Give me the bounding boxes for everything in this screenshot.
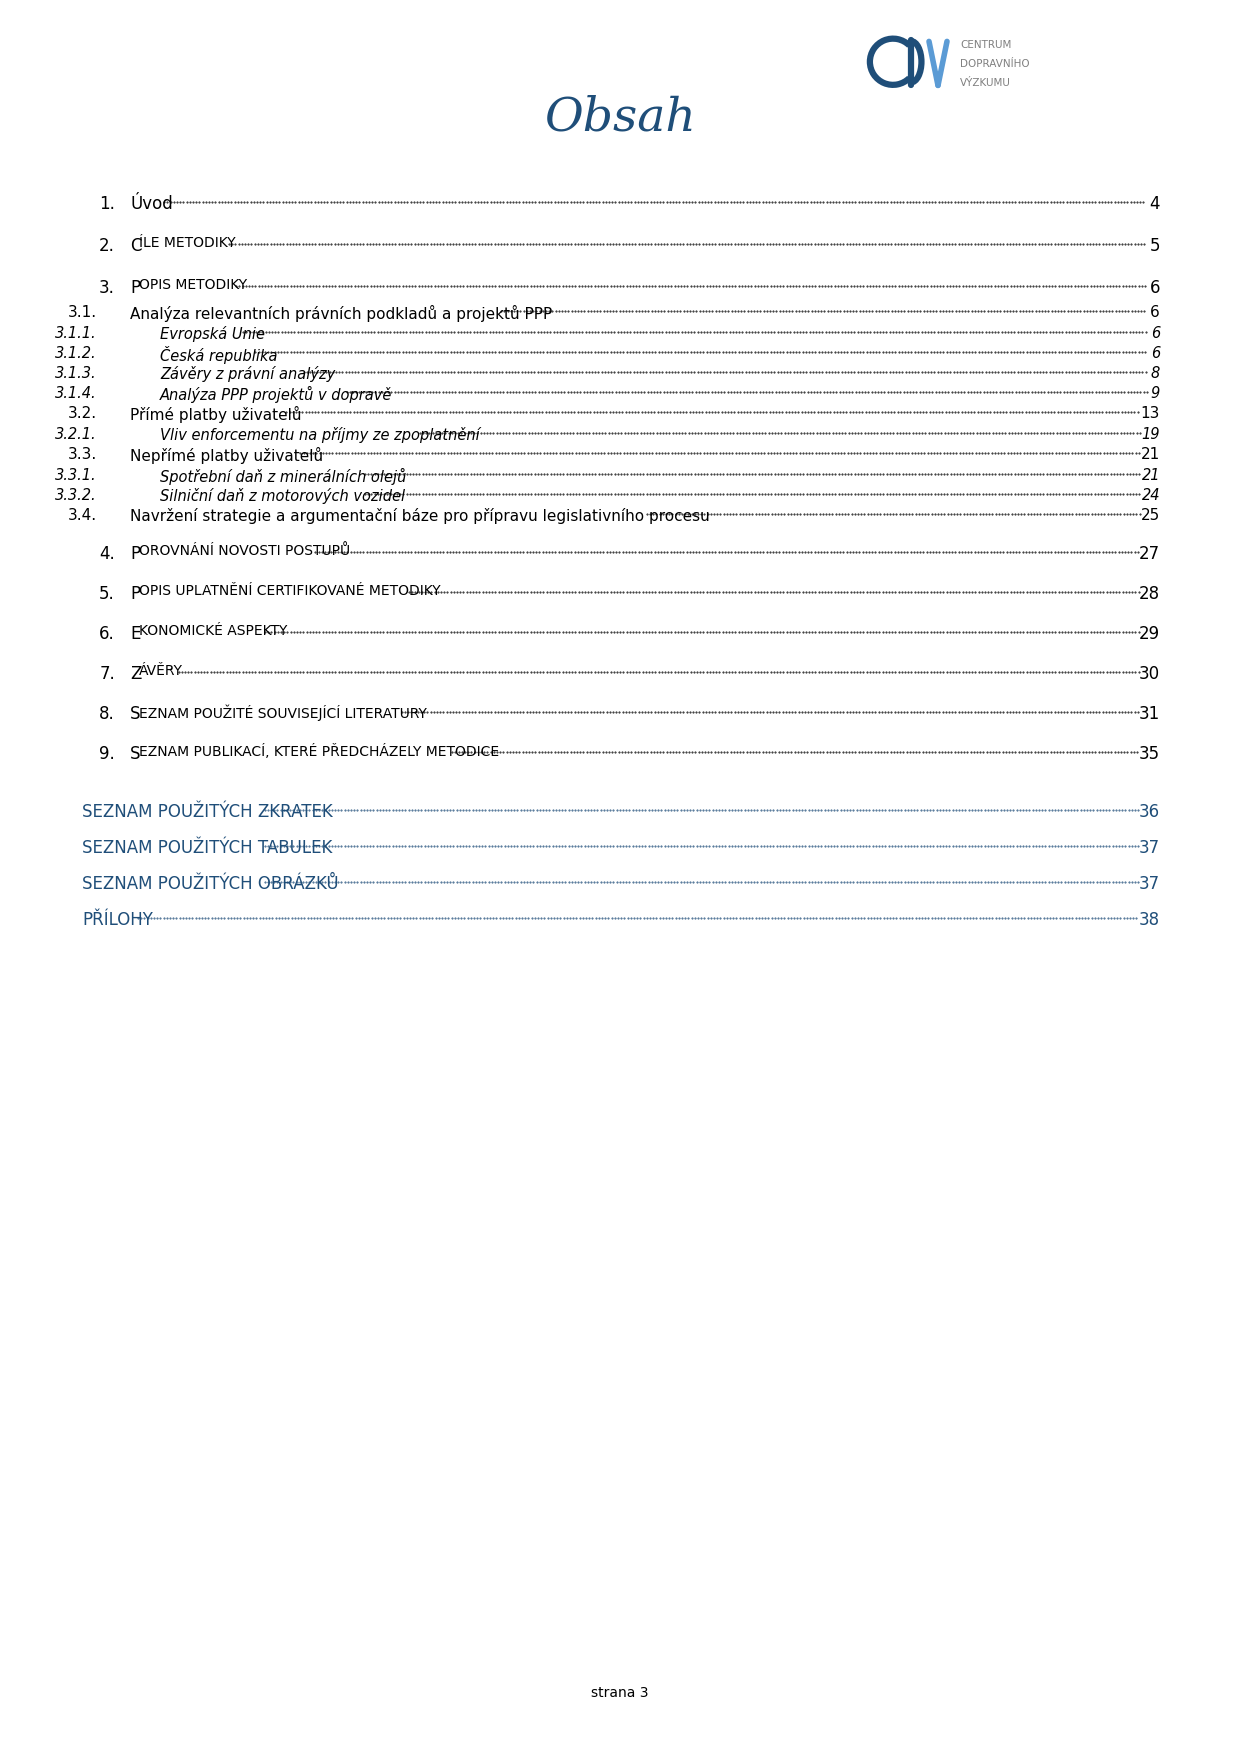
Text: 37: 37	[1139, 839, 1160, 856]
Text: Evropská Unie: Evropská Unie	[160, 326, 266, 342]
Text: 4: 4	[1149, 195, 1160, 212]
Text: SEZNAM POUŽITÝCH OBRÁZKŮ: SEZNAM POUŽITÝCH OBRÁZKŮ	[82, 876, 339, 893]
Text: 30: 30	[1139, 665, 1160, 683]
Text: 9.: 9.	[99, 746, 115, 763]
Text: 3.3.2.: 3.3.2.	[56, 488, 97, 504]
Text: 1.: 1.	[99, 195, 115, 212]
Text: 21: 21	[1142, 469, 1160, 483]
Text: Obsah: Obsah	[544, 95, 696, 140]
Text: 5: 5	[1149, 237, 1160, 254]
Text: 3.2.1.: 3.2.1.	[56, 426, 97, 442]
Text: 3.1.: 3.1.	[68, 305, 97, 319]
Text: 27: 27	[1139, 546, 1160, 563]
Text: OPIS METODIKY: OPIS METODIKY	[139, 277, 247, 291]
Text: 3.3.1.: 3.3.1.	[56, 469, 97, 483]
Text: 3.1.3.: 3.1.3.	[56, 367, 97, 381]
Text: ÍLE METODIKY: ÍLE METODIKY	[139, 235, 236, 249]
Text: Přímé platby uživatelů: Přímé platby uživatelů	[130, 405, 302, 423]
Text: CENTRUM: CENTRUM	[961, 40, 1011, 51]
Text: EZNAM POUŽITÉ SOUVISEJÍCÍ LITERATURY: EZNAM POUŽITÉ SOUVISEJÍCÍ LITERATURY	[139, 704, 427, 721]
Text: 5.: 5.	[99, 584, 115, 604]
Text: 3.1.2.: 3.1.2.	[56, 346, 97, 362]
Text: 6: 6	[1150, 326, 1160, 340]
Text: VÝZKUMU: VÝZKUMU	[961, 77, 1011, 88]
Text: Závěry z právní analýzy: Závěry z právní analýzy	[160, 367, 335, 383]
Text: KONOMICKÉ ASPEKTY: KONOMICKÉ ASPEKTY	[139, 625, 287, 639]
Text: 6: 6	[1149, 279, 1160, 297]
Text: Vliv enforcementu na příjmy ze zpoplatnění: Vliv enforcementu na příjmy ze zpoplatně…	[160, 426, 480, 442]
Text: ÁVĚRY: ÁVĚRY	[139, 663, 182, 677]
Text: Analýza relevantních právních podkladů a projektů PPP: Analýza relevantních právních podkladů a…	[130, 305, 552, 321]
Text: 37: 37	[1139, 876, 1160, 893]
Text: 3.3.: 3.3.	[68, 448, 97, 462]
Text: 2.: 2.	[99, 237, 115, 254]
Text: P: P	[130, 584, 140, 604]
Text: 38: 38	[1139, 911, 1160, 928]
Text: 29: 29	[1139, 625, 1160, 642]
Text: 8.: 8.	[99, 706, 115, 723]
Text: Spotřební daň z minerálních olejů: Spotřební daň z minerálních olejů	[160, 469, 406, 484]
Text: 35: 35	[1139, 746, 1160, 763]
Text: EZNAM PUBLIKACÍ, KTERÉ PŘEDCHÁZELY METODICE: EZNAM PUBLIKACÍ, KTERÉ PŘEDCHÁZELY METOD…	[139, 744, 499, 758]
Text: 6.: 6.	[99, 625, 115, 642]
Text: PŘÍLOHY: PŘÍLOHY	[82, 911, 153, 928]
Text: 4.: 4.	[99, 546, 115, 563]
Text: Navržení strategie a argumentační báze pro přípravu legislativního procesu: Navržení strategie a argumentační báze p…	[130, 507, 710, 525]
Text: Z: Z	[130, 665, 141, 683]
Text: 9: 9	[1150, 386, 1160, 400]
Text: Analýza PPP projektů v dopravě: Analýza PPP projektů v dopravě	[160, 386, 392, 404]
Text: P: P	[130, 279, 140, 297]
Text: 3.1.1.: 3.1.1.	[56, 326, 97, 340]
Text: 6: 6	[1150, 346, 1160, 362]
Text: Úvod: Úvod	[130, 195, 172, 212]
Text: OPIS UPLATNĚNÍ CERTIFIKOVANÉ METODIKY: OPIS UPLATNĚNÍ CERTIFIKOVANÉ METODIKY	[139, 584, 441, 598]
Text: Česká republika: Česká republika	[160, 346, 278, 363]
Text: 28: 28	[1139, 584, 1160, 604]
Text: 3.4.: 3.4.	[68, 507, 97, 523]
Text: 25: 25	[1140, 507, 1160, 523]
Text: 19: 19	[1142, 426, 1160, 442]
Text: 3.2.: 3.2.	[68, 405, 97, 421]
Text: 8: 8	[1150, 367, 1160, 381]
Text: 31: 31	[1139, 706, 1160, 723]
Text: S: S	[130, 706, 140, 723]
Text: Silniční daň z motorových vozidel: Silniční daň z motorových vozidel	[160, 488, 405, 504]
Text: 6: 6	[1150, 305, 1160, 319]
Text: 13: 13	[1140, 405, 1160, 421]
Text: 36: 36	[1139, 804, 1160, 821]
Text: P: P	[130, 546, 140, 563]
Text: 7.: 7.	[99, 665, 115, 683]
Text: 3.1.4.: 3.1.4.	[56, 386, 97, 400]
Text: S: S	[130, 746, 140, 763]
Text: DOPRAVNÍHO: DOPRAVNÍHO	[961, 60, 1030, 68]
Text: C: C	[130, 237, 141, 254]
Text: E: E	[130, 625, 140, 642]
Text: 21: 21	[1140, 448, 1160, 462]
Text: 3.: 3.	[99, 279, 115, 297]
Text: strana 3: strana 3	[591, 1687, 649, 1701]
Text: Nepřímé platby uživatelů: Nepřímé platby uživatelů	[130, 448, 323, 463]
Text: OROVNÁNÍ NOVOSTI POSTUPŮ: OROVNÁNÍ NOVOSTI POSTUPŮ	[139, 544, 350, 558]
Text: SEZNAM POUŽITÝCH TABULEK: SEZNAM POUŽITÝCH TABULEK	[82, 839, 333, 856]
Text: 24: 24	[1142, 488, 1160, 504]
Text: SEZNAM POUŽITÝCH ZKRATEK: SEZNAM POUŽITÝCH ZKRATEK	[82, 804, 333, 821]
